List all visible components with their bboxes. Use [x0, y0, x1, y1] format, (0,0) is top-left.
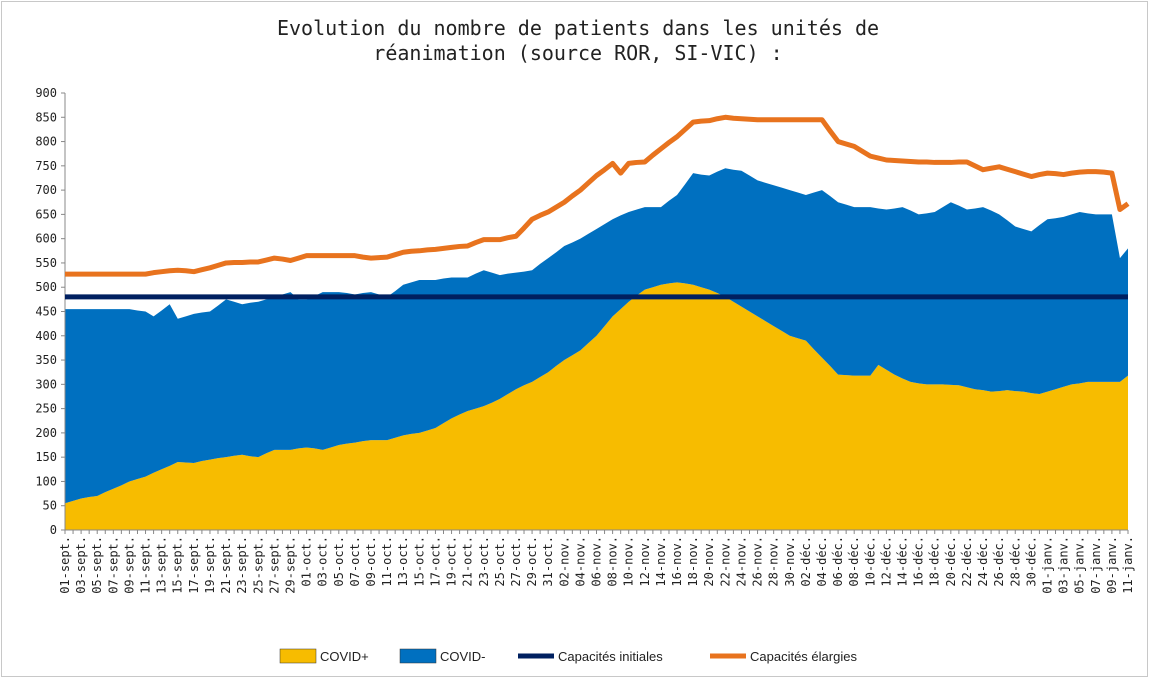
x-tick-label: 25-oct. — [493, 536, 507, 587]
y-tick-label: 250 — [35, 402, 57, 416]
x-tick-label: 26-déc. — [992, 536, 1006, 587]
x-tick-label: 22-nov. — [718, 536, 732, 587]
area — [65, 168, 1128, 504]
x-tick-label: 05-janv. — [1073, 536, 1087, 594]
x-tick-label: 27-oct. — [509, 536, 523, 587]
x-tick-label: 19-sept. — [203, 536, 217, 594]
x-tick-label: 30-nov. — [783, 536, 797, 587]
x-tick-label: 23-sept. — [235, 536, 249, 594]
y-tick-label: 550 — [35, 256, 57, 270]
x-tick-label: 18-nov. — [686, 536, 700, 587]
y-tick-label: 750 — [35, 159, 57, 173]
x-tick-label: 11-janv. — [1121, 536, 1135, 594]
x-tick-label: 16-déc. — [912, 536, 926, 587]
y-tick-label: 200 — [35, 426, 57, 440]
x-tick-label: 01-oct. — [300, 536, 314, 587]
x-tick-label: 02-nov. — [557, 536, 571, 587]
y-tick-label: 800 — [35, 135, 57, 149]
x-tick-label: 21-oct. — [461, 536, 475, 587]
x-tick-label: 24-nov. — [734, 536, 748, 587]
x-tick-label: 04-nov. — [573, 536, 587, 587]
x-tick-label: 31-oct. — [541, 536, 555, 587]
x-tick-label: 17-oct. — [428, 536, 442, 587]
x-tick-label: 03-janv. — [1057, 536, 1071, 594]
x-tick-label: 09-sept. — [122, 536, 136, 594]
x-tick-label: 07-janv. — [1089, 536, 1103, 594]
x-tick-label: 11-oct. — [380, 536, 394, 587]
x-tick-label: 18-déc. — [928, 536, 942, 587]
x-tick-label: 06-nov. — [590, 536, 604, 587]
x-tick-label: 15-sept. — [171, 536, 185, 594]
x-tick-label: 21-sept. — [219, 536, 233, 594]
legend-swatch — [399, 648, 437, 664]
x-tick-label: 17-sept. — [187, 536, 201, 594]
chart-title: réanimation (source ROR, SI-VIC) : — [373, 41, 782, 65]
x-tick-label: 29-oct. — [525, 536, 539, 587]
y-tick-label: 850 — [35, 110, 57, 124]
x-tick-label: 09-janv. — [1105, 536, 1119, 594]
y-tick-label: 900 — [35, 86, 57, 100]
x-tick-label: 27-sept. — [267, 536, 281, 594]
legend-label: COVID- — [440, 649, 486, 664]
x-tick-label: 05-sept. — [90, 536, 104, 594]
x-tick-label: 30-déc. — [1024, 536, 1038, 587]
legend-label: Capacités élargies — [750, 649, 857, 664]
x-tick-label: 04-déc. — [815, 536, 829, 587]
x-tick-label: 08-déc. — [847, 536, 861, 587]
x-tick-label: 15-oct. — [412, 536, 426, 587]
x-tick-label: 10-déc. — [863, 536, 877, 587]
x-tick-label: 12-nov. — [638, 536, 652, 587]
x-tick-label: 03-oct. — [316, 536, 330, 587]
x-tick-label: 11-sept. — [139, 536, 153, 594]
x-tick-label: 24-déc. — [976, 536, 990, 587]
x-tick-label: 12-déc. — [879, 536, 893, 587]
y-tick-label: 650 — [35, 207, 57, 221]
y-tick-label: 600 — [35, 232, 57, 246]
x-tick-label: 19-oct. — [445, 536, 459, 587]
x-tick-label: 28-nov. — [767, 536, 781, 587]
line — [65, 114, 1130, 277]
x-tick-label: 22-déc. — [960, 536, 974, 587]
x-tick-label: 13-sept. — [155, 536, 169, 594]
y-tick-label: 0 — [50, 523, 57, 537]
x-tick-label: 02-déc. — [799, 536, 813, 587]
x-tick-label: 08-nov. — [606, 536, 620, 587]
x-tick-label: 14-nov. — [654, 536, 668, 587]
x-tick-label: 07-oct. — [348, 536, 362, 587]
x-tick-label: 20-nov. — [702, 536, 716, 587]
y-tick-label: 50 — [43, 499, 57, 513]
x-tick-label: 10-nov. — [622, 536, 636, 587]
x-tick-label: 07-sept. — [106, 536, 120, 594]
chart-title: Evolution du nombre de patients dans les… — [277, 16, 879, 40]
x-tick-label: 13-oct. — [396, 536, 410, 587]
x-tick-label: 29-sept. — [283, 536, 297, 594]
x-tick-label: 20-déc. — [944, 536, 958, 587]
x-tick-label: 03-sept. — [74, 536, 88, 594]
x-tick-label: 05-oct. — [332, 536, 346, 587]
y-tick-label: 300 — [35, 377, 57, 391]
y-tick-label: 100 — [35, 474, 57, 488]
x-tick-label: 01-janv. — [1040, 536, 1054, 594]
x-tick-label: 23-oct. — [477, 536, 491, 587]
y-tick-label: 450 — [35, 305, 57, 319]
y-tick-label: 150 — [35, 450, 57, 464]
x-tick-label: 25-sept. — [251, 536, 265, 594]
legend-swatch — [279, 648, 317, 664]
x-tick-label: 26-nov. — [751, 536, 765, 587]
legend-label: Capacités initiales — [558, 649, 663, 664]
area — [65, 282, 1128, 530]
x-tick-label: 01-sept. — [58, 536, 72, 594]
x-tick-label: 14-déc. — [896, 536, 910, 587]
legend-label: COVID+ — [320, 649, 369, 664]
x-tick-label: 28-déc. — [1008, 536, 1022, 587]
y-tick-label: 400 — [35, 329, 57, 343]
y-tick-label: 500 — [35, 280, 57, 294]
y-tick-label: 700 — [35, 183, 57, 197]
x-tick-label: 06-déc. — [831, 536, 845, 587]
y-tick-label: 350 — [35, 353, 57, 367]
x-tick-label: 09-oct. — [364, 536, 378, 587]
x-tick-label: 16-nov. — [670, 536, 684, 587]
